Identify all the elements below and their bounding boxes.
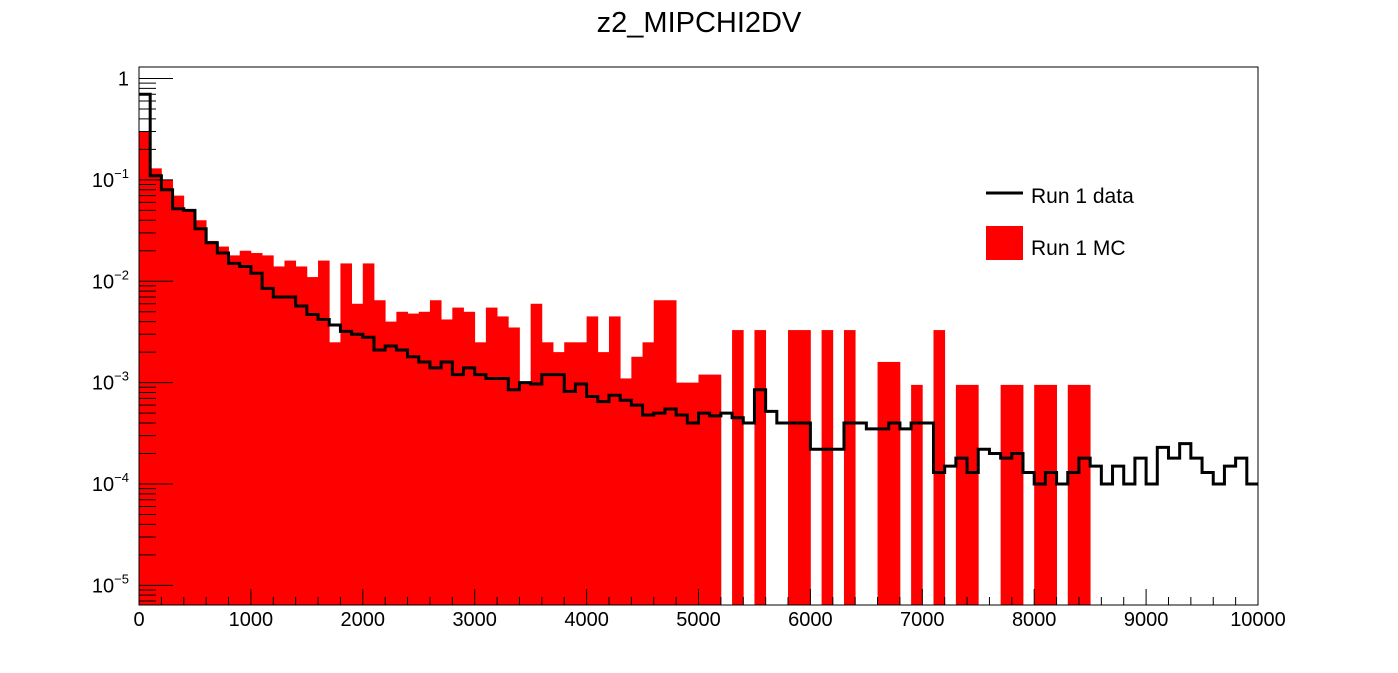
mc-bar <box>318 260 330 605</box>
y-tick-label: 10−1 <box>92 166 129 192</box>
mc-bar <box>407 313 420 605</box>
mc-bar <box>139 131 151 606</box>
mc-bar <box>295 266 308 605</box>
mc-bar <box>497 316 509 605</box>
mc-bar <box>653 300 666 605</box>
mc-bar <box>642 342 655 605</box>
mc-bar <box>385 321 397 605</box>
mc-bar <box>709 374 722 605</box>
legend: Run 1 data Run 1 MC <box>986 185 1134 260</box>
mc-bar <box>799 330 811 605</box>
mc-bar <box>351 303 364 605</box>
x-tick-label: 8000 <box>1012 609 1057 631</box>
mc-bar <box>597 352 610 605</box>
mc-bar <box>452 307 464 605</box>
mc-bar <box>1011 384 1024 605</box>
mc-bar <box>664 300 677 605</box>
mc-bar <box>575 342 587 605</box>
mc-series-bars <box>139 131 1091 606</box>
mc-bar <box>1034 384 1046 605</box>
mc-bar <box>519 382 532 605</box>
mc-bar <box>732 330 744 605</box>
legend-label-mc: Run 1 MC <box>1031 237 1126 260</box>
mc-bar <box>564 342 576 605</box>
mc-bar <box>1045 384 1057 605</box>
data-series-step <box>139 92 1258 486</box>
mc-bar <box>373 300 386 605</box>
x-tick-label: 3000 <box>452 609 497 631</box>
mc-bar <box>508 327 520 605</box>
x-tick-label: 7000 <box>900 609 945 631</box>
mc-bar <box>888 361 901 605</box>
mc-bar <box>463 311 476 605</box>
mc-bar <box>206 240 218 606</box>
x-tick-label: 9000 <box>1124 609 1169 631</box>
mc-bar <box>687 382 699 605</box>
mc-bar <box>150 168 162 605</box>
x-tick-label: 1000 <box>229 609 274 631</box>
x-tick-label: 2000 <box>341 609 386 631</box>
y-tick-label: 1 <box>118 69 129 91</box>
mc-bar <box>586 316 599 605</box>
y-axis-tick-labels: 1 10−1 10−2 10−3 10−4 10−5 <box>92 69 129 598</box>
mc-bar <box>631 356 643 605</box>
axes <box>138 66 1259 606</box>
mc-bar <box>676 382 688 605</box>
y-tick-label: 10−3 <box>92 369 129 395</box>
legend-label-data: Run 1 data <box>1031 185 1134 208</box>
mc-bar <box>933 330 946 605</box>
data-step-line <box>139 92 1258 486</box>
mc-bar <box>284 260 297 605</box>
mc-bar <box>172 195 185 605</box>
mc-bar <box>262 255 274 605</box>
mc-bar <box>441 319 453 605</box>
mc-bar <box>843 330 856 605</box>
mc-bar <box>340 263 353 605</box>
mc-bar <box>911 384 923 605</box>
mc-bar <box>754 330 767 605</box>
mc-bar <box>1078 384 1091 605</box>
mc-bar <box>429 300 442 605</box>
mc-bar <box>698 374 711 605</box>
mc-bar <box>530 303 543 605</box>
mc-bar <box>967 384 979 605</box>
mc-bar <box>183 210 196 605</box>
mc-bar <box>620 378 632 605</box>
mc-bar <box>306 277 319 605</box>
x-tick-label: 6000 <box>788 609 833 631</box>
mc-bar <box>228 255 241 605</box>
y-tick-label: 10−5 <box>92 571 129 597</box>
mc-bar <box>541 342 554 605</box>
chart-title: z2_MIPCHI2DV <box>597 7 802 39</box>
mc-bar <box>396 311 408 605</box>
y-tick-label: 10−2 <box>92 267 129 293</box>
y-tick-label: 10−4 <box>92 470 129 496</box>
mc-bar <box>955 384 968 605</box>
mc-bar <box>608 316 621 605</box>
mc-bar <box>239 250 252 605</box>
mc-bar <box>329 342 341 605</box>
mc-bar <box>1000 384 1013 605</box>
mc-bar <box>418 311 431 605</box>
mc-bar <box>485 307 498 605</box>
mc-bar <box>821 330 834 605</box>
mc-bar <box>553 352 565 605</box>
x-axis-tick-labels: 0 1000 2000 3000 4000 5000 6000 7000 8000 9000 100… <box>133 609 1285 631</box>
mc-bar <box>474 342 487 605</box>
mc-bar <box>194 220 207 605</box>
mc-bar <box>217 246 229 605</box>
mc-bar <box>362 263 375 605</box>
mc-bar <box>273 266 285 605</box>
mc-bar <box>877 361 890 605</box>
mc-bar <box>161 179 173 605</box>
mc-bar <box>250 253 263 605</box>
mc-bar <box>1067 384 1080 605</box>
x-tick-label: 0 <box>133 609 144 631</box>
x-tick-label: 10000 <box>1230 609 1286 631</box>
legend-fill-swatch <box>986 226 1023 260</box>
mc-bar <box>788 330 800 605</box>
x-tick-label: 5000 <box>676 609 721 631</box>
x-tick-label: 4000 <box>564 609 609 631</box>
